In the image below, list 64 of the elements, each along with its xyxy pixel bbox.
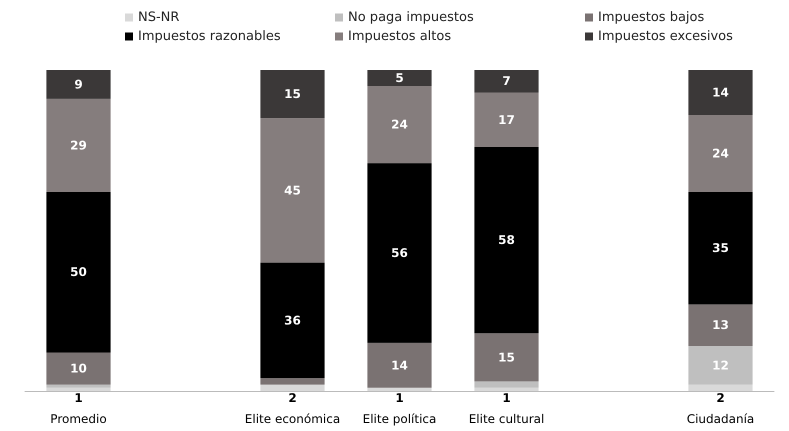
legend-label: NS-NR [138, 10, 180, 25]
bar [46, 352, 111, 385]
bar [260, 262, 325, 378]
data-label: 12 [712, 358, 729, 372]
data-label: 2 [716, 391, 725, 405]
bar [367, 70, 432, 86]
bar [688, 70, 753, 115]
data-label: 13 [712, 318, 729, 332]
legend-label: Impuestos razonables [138, 29, 281, 44]
data-label: 36 [284, 313, 301, 328]
bar [260, 70, 325, 118]
data-label: 14 [391, 358, 408, 372]
bar [46, 98, 111, 192]
data-label: 1 [502, 391, 511, 405]
bar [688, 192, 753, 304]
data-label: 35 [712, 241, 729, 256]
x-tick-label: Promedio [50, 412, 107, 426]
bar [474, 388, 539, 391]
bar [688, 346, 753, 385]
data-label: 24 [712, 146, 729, 160]
bar [688, 114, 753, 192]
legend-label: No paga impuestos [348, 10, 474, 25]
data-label: 5 [395, 71, 404, 86]
data-label: 58 [498, 233, 515, 248]
x-tick-label: Elite cultural [468, 412, 544, 426]
bar [688, 384, 753, 391]
x-tick-label: Elite económica [244, 412, 340, 426]
bar [367, 86, 432, 164]
legend-label: Impuestos bajos [598, 10, 704, 25]
data-label: 17 [498, 112, 515, 127]
bar [46, 384, 111, 388]
x-tick-label: Elite política [362, 412, 436, 426]
bar [260, 118, 325, 263]
bar [260, 384, 325, 391]
bar [367, 342, 432, 388]
bar [474, 381, 539, 388]
bar [46, 70, 111, 99]
bar [367, 388, 432, 391]
data-label: 1 [74, 391, 83, 405]
data-label: 45 [284, 183, 301, 198]
data-label: 24 [391, 118, 408, 132]
data-label: 56 [391, 246, 408, 260]
legend-label: Impuestos altos [348, 29, 452, 44]
data-label: 15 [284, 87, 301, 102]
bar [474, 92, 539, 148]
legend-label: Impuestos excesivos [598, 29, 734, 44]
data-label: 29 [70, 138, 87, 152]
bar [688, 304, 753, 346]
bar [367, 163, 432, 343]
bar [474, 70, 539, 92]
data-label: 1 [395, 391, 404, 405]
bar [474, 147, 539, 334]
data-label: 15 [498, 350, 515, 364]
x-tick-label: Ciudadanía [686, 412, 754, 426]
data-label: 2 [288, 391, 297, 405]
bar [46, 192, 111, 352]
bar [46, 388, 111, 391]
data-label: 9 [74, 77, 83, 92]
bar [260, 378, 325, 385]
data-label: 10 [70, 362, 87, 376]
data-label: 50 [70, 265, 87, 280]
data-label: 14 [712, 85, 729, 100]
bar [474, 333, 539, 382]
data-label: 7 [502, 74, 511, 88]
